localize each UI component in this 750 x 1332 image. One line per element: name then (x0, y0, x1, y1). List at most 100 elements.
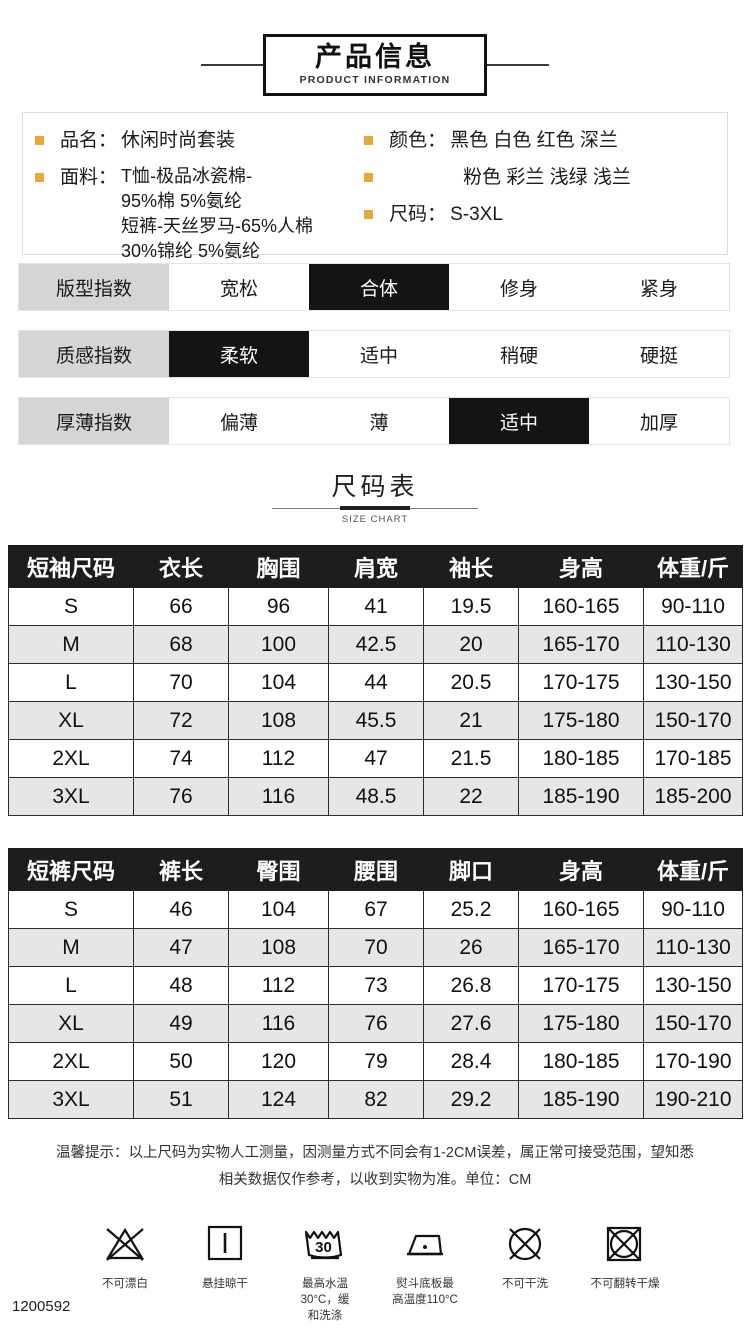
cell: 66 (133, 587, 229, 626)
cell: 70 (328, 928, 424, 967)
index-option-fit-3[interactable]: 紧身 (589, 264, 729, 310)
info-column-left: 品名： 休闲时尚套装 面料： T恤-极品冰瓷棉- 95%棉 5%氨纶 短裤-天丝… (23, 113, 352, 261)
measurement-note: 温馨提示：以上尺码为实物人工测量，因测量方式不同会有1-2CM误差，属正常可接受… (0, 1140, 750, 1194)
cell: 185-200 (643, 777, 743, 816)
care-item-wash-30-gentle: 30 最高水温 30°C，缓 和洗涤 (275, 1218, 375, 1324)
care-item-no-tumble-dry: 不可翻转干燥 (575, 1218, 675, 1324)
index-option-thickness-1[interactable]: 薄 (309, 398, 449, 444)
index-label-texture: 质感指数 (19, 331, 169, 377)
col-header: 袖长 (423, 545, 519, 588)
index-option-fit-0[interactable]: 宽松 (169, 264, 309, 310)
index-option-texture-0[interactable]: 柔软 (169, 331, 309, 377)
no-tumble-dry-icon (602, 1218, 648, 1270)
index-option-thickness-0[interactable]: 偏薄 (169, 398, 309, 444)
table-row: 2XL 50 120 79 28.4 180-185 170-190 (8, 1042, 743, 1081)
index-option-fit-1[interactable]: 合体 (309, 264, 449, 310)
col-header: 短裤尺码 (8, 848, 134, 891)
cell: 116 (228, 1004, 329, 1043)
cell: XL (8, 701, 134, 740)
table-header-row: 短袖尺码 衣长 胸围 肩宽 袖长 身高 体重/斤 (8, 545, 743, 588)
info-value-product-name: 休闲时尚套装 (121, 130, 236, 151)
cell: 20 (423, 625, 519, 664)
table-row: 2XL 74 112 47 21.5 180-185 170-185 (8, 739, 743, 778)
cell: XL (8, 1004, 134, 1043)
cell: 175-180 (518, 701, 644, 740)
table-row: L 70 104 44 20.5 170-175 130-150 (8, 663, 743, 702)
size-chart-title: 尺码表 (331, 473, 419, 501)
care-item-no-dry-clean: 不可干洗 (475, 1218, 575, 1324)
info-row-product-name: 品名： 休闲时尚套装 (35, 127, 352, 154)
table-row: S 66 96 41 19.5 160-165 90-110 (8, 587, 743, 626)
table-header-row: 短裤尺码 裤长 臀围 腰围 脚口 身高 体重/斤 (8, 848, 743, 891)
col-header: 衣长 (133, 545, 229, 588)
table-row: 3XL 51 124 82 29.2 185-190 190-210 (8, 1080, 743, 1119)
index-bar-thickness: 厚薄指数 偏薄 薄 适中 加厚 (18, 397, 730, 445)
cell: 160-165 (518, 890, 644, 929)
product-info-box: 品名： 休闲时尚套装 面料： T恤-极品冰瓷棉- 95%棉 5%氨纶 短裤-天丝… (22, 112, 728, 261)
index-bar-texture: 质感指数 柔软 适中 稍硬 硬挺 (18, 330, 730, 378)
bullet-square-icon (35, 173, 44, 182)
wash-temp-text: 30 (315, 1239, 332, 1256)
table-row: S 46 104 67 25.2 160-165 90-110 (8, 890, 743, 929)
index-option-fit-2[interactable]: 修身 (449, 264, 589, 310)
cell: 104 (228, 663, 329, 702)
iron-low-icon (400, 1218, 450, 1270)
cell: 2XL (8, 739, 134, 778)
index-label-thickness: 厚薄指数 (19, 398, 169, 444)
care-item-line-dry: 悬挂晾干 (175, 1218, 275, 1324)
index-label-fit: 版型指数 (19, 264, 169, 310)
cell: 165-170 (518, 625, 644, 664)
cell: 104 (228, 890, 329, 929)
cell: 110-130 (643, 625, 743, 664)
cell: 49 (133, 1004, 229, 1043)
bullet-square-icon (364, 210, 374, 219)
cell: L (8, 663, 134, 702)
index-option-thickness-3[interactable]: 加厚 (589, 398, 729, 444)
cell: 170-190 (643, 1042, 743, 1081)
cell: 180-185 (518, 739, 644, 778)
cell: 27.6 (423, 1004, 519, 1043)
info-label-color: 颜色： (389, 130, 447, 151)
cell: 73 (328, 966, 424, 1005)
measurement-note-line1: 温馨提示：以上尺码为实物人工测量，因测量方式不同会有1-2CM误差，属正常可接受… (55, 1145, 694, 1161)
cell: 22 (423, 777, 519, 816)
cell: 165-170 (518, 928, 644, 967)
cell: 21 (423, 701, 519, 740)
col-header: 身高 (518, 545, 644, 588)
cell: 160-165 (518, 587, 644, 626)
cell: 50 (133, 1042, 229, 1081)
info-row-fabric: 面料： T恤-极品冰瓷棉- 95%棉 5%氨纶 短裤-天丝罗马-65%人棉 30… (35, 164, 352, 264)
product-code: 1200592 (12, 1298, 71, 1315)
cell: 46 (133, 890, 229, 929)
size-table-top: 短袖尺码 衣长 胸围 肩宽 袖长 身高 体重/斤 S 66 96 41 19.5… (8, 545, 743, 816)
cell: 3XL (8, 1080, 134, 1119)
info-value-color-line2: 粉色 彩兰 浅绿 浅兰 (463, 167, 631, 188)
wash-30-gentle-icon: 30 (301, 1218, 349, 1270)
index-option-texture-2[interactable]: 稍硬 (449, 331, 589, 377)
index-option-thickness-2[interactable]: 适中 (449, 398, 589, 444)
cell: 76 (133, 777, 229, 816)
table-row: M 68 100 42.5 20 165-170 110-130 (8, 625, 743, 664)
cell: 70 (133, 663, 229, 702)
cell: 124 (228, 1080, 329, 1119)
col-header: 身高 (518, 848, 644, 891)
cell: 170-185 (643, 739, 743, 778)
cell: 130-150 (643, 966, 743, 1005)
cell: 180-185 (518, 1042, 644, 1081)
table-row: XL 49 116 76 27.6 175-180 150-170 (8, 1004, 743, 1043)
cell: 41 (328, 587, 424, 626)
care-label: 最高水温 30°C，缓 和洗涤 (300, 1278, 350, 1322)
cell: 74 (133, 739, 229, 778)
cell: 72 (133, 701, 229, 740)
col-header: 脚口 (423, 848, 519, 891)
cell: 3XL (8, 777, 134, 816)
index-option-texture-3[interactable]: 硬挺 (589, 331, 729, 377)
cell: 26.8 (423, 966, 519, 1005)
index-option-texture-1[interactable]: 适中 (309, 331, 449, 377)
cell: 175-180 (518, 1004, 644, 1043)
col-header: 胸围 (228, 545, 329, 588)
cell: 28.4 (423, 1042, 519, 1081)
table-row: XL 72 108 45.5 21 175-180 150-170 (8, 701, 743, 740)
table-row: M 47 108 70 26 165-170 110-130 (8, 928, 743, 967)
cell: 45.5 (328, 701, 424, 740)
